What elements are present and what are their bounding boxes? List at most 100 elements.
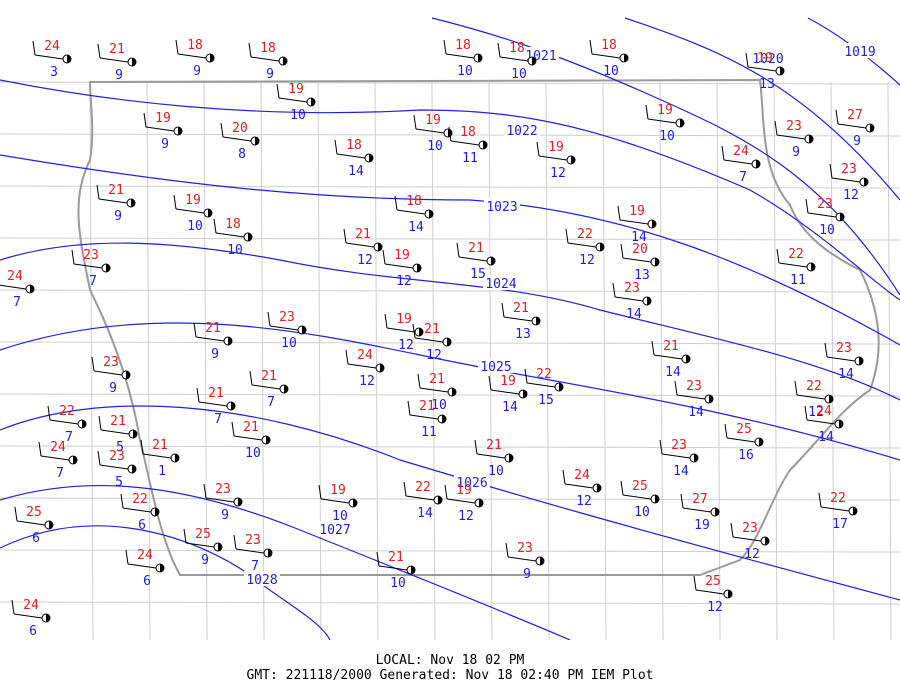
sky-cover-fill bbox=[131, 199, 135, 207]
wind-barb bbox=[443, 39, 447, 55]
wind-staff bbox=[409, 414, 439, 420]
county-line bbox=[545, 81, 550, 641]
dewpoint: 13 bbox=[515, 327, 531, 342]
wind-staff bbox=[269, 325, 299, 331]
wind-staff bbox=[622, 257, 652, 263]
wind-barb bbox=[276, 83, 280, 99]
sky-cover-fill bbox=[655, 495, 659, 503]
sky-cover-fill bbox=[694, 454, 698, 462]
isobar-label: 1019 bbox=[844, 45, 875, 60]
wind-barb bbox=[125, 549, 129, 565]
wind-staff bbox=[34, 54, 64, 60]
station: 21 13 bbox=[501, 301, 541, 342]
wind-barb bbox=[804, 405, 808, 421]
station: 24 7 bbox=[721, 144, 761, 185]
wind-barb bbox=[267, 311, 271, 327]
isobar-label-bg bbox=[317, 521, 353, 536]
dewpoint: 5 bbox=[115, 475, 123, 490]
sky-cover-fill bbox=[655, 258, 659, 266]
wind-staff bbox=[345, 242, 375, 248]
wind-barb bbox=[680, 493, 684, 509]
temperature: 24 bbox=[7, 269, 23, 284]
sky-cover-fill bbox=[228, 337, 232, 345]
wind-staff bbox=[98, 198, 128, 204]
wind-barb bbox=[693, 575, 697, 591]
dewpoint: 9 bbox=[523, 567, 531, 582]
wind-barb bbox=[196, 387, 200, 403]
temperature: 23 bbox=[742, 521, 758, 536]
wind-staff bbox=[732, 536, 762, 542]
wind-barb bbox=[97, 43, 101, 59]
dewpoint: 9 bbox=[211, 347, 219, 362]
temperature: 25 bbox=[736, 422, 752, 437]
dewpoint: 6 bbox=[138, 518, 146, 533]
station: 21 7 bbox=[249, 369, 289, 410]
wind-barb bbox=[745, 52, 749, 68]
sky-cover-fill bbox=[597, 484, 601, 492]
sky-cover-fill bbox=[759, 438, 763, 446]
station: 24 7 bbox=[38, 440, 78, 481]
sky-cover-fill bbox=[532, 57, 536, 65]
isobar-label: 1024 bbox=[485, 277, 516, 292]
wind-staff bbox=[73, 263, 103, 269]
dewpoint: 5 bbox=[116, 440, 124, 455]
isobar-label-bg bbox=[484, 198, 520, 213]
wind-barb bbox=[620, 480, 624, 496]
wind-staff bbox=[831, 177, 861, 183]
dewpoint: 9 bbox=[792, 145, 800, 160]
dewpoint: 12 bbox=[357, 253, 373, 268]
dewpoint: 11 bbox=[462, 151, 478, 166]
station: 24 12 bbox=[562, 468, 602, 509]
sky-cover-fill bbox=[765, 537, 769, 545]
wind-barb bbox=[497, 42, 501, 58]
wind-barb bbox=[248, 42, 252, 58]
sky-cover-fill bbox=[133, 430, 137, 438]
wind-barb bbox=[413, 114, 417, 130]
station: 23 9 bbox=[774, 119, 814, 160]
wind-staff bbox=[251, 384, 281, 390]
station: 22 11 bbox=[776, 247, 816, 288]
dewpoint: 11 bbox=[790, 273, 806, 288]
local-time: LOCAL: Nov 18 02 PM bbox=[376, 653, 525, 668]
isobar bbox=[431, 17, 900, 296]
sky-cover-fill bbox=[417, 264, 421, 272]
wind-staff bbox=[796, 394, 826, 400]
temperature: 21 bbox=[243, 420, 259, 435]
wind-staff bbox=[564, 483, 594, 489]
wind-staff bbox=[250, 56, 280, 62]
temperature: 21 bbox=[355, 227, 371, 242]
wind-barb bbox=[651, 340, 655, 356]
stations: 2432191891891910181018101810191327919920… bbox=[0, 38, 875, 639]
temperature: 19 bbox=[629, 204, 645, 219]
temperature: 22 bbox=[415, 480, 431, 495]
dewpoint: 7 bbox=[251, 559, 259, 574]
dewpoint: 10 bbox=[281, 336, 297, 351]
sky-cover-fill bbox=[715, 508, 719, 516]
wind-barb bbox=[193, 322, 197, 338]
county-line bbox=[374, 81, 379, 641]
county-line bbox=[146, 81, 151, 641]
temperature: 24 bbox=[23, 598, 39, 613]
temperature: 20 bbox=[232, 121, 248, 136]
wind-barb bbox=[589, 39, 593, 55]
isobar bbox=[0, 154, 900, 346]
wind-staff bbox=[676, 394, 706, 400]
temperature: 21 bbox=[486, 438, 502, 453]
temperature: 21 bbox=[419, 399, 435, 414]
wind-staff bbox=[215, 232, 245, 238]
wind-staff bbox=[778, 262, 808, 268]
isobar-label: 1027 bbox=[319, 523, 350, 538]
station: 18 9 bbox=[248, 41, 288, 82]
sky-cover-fill bbox=[82, 420, 86, 428]
temperature: 27 bbox=[847, 108, 863, 123]
sky-cover-fill bbox=[479, 499, 483, 507]
station: 23 9 bbox=[91, 355, 131, 396]
wind-staff bbox=[807, 212, 837, 218]
station: 22 17 bbox=[818, 491, 858, 532]
temperature: 22 bbox=[132, 492, 148, 507]
